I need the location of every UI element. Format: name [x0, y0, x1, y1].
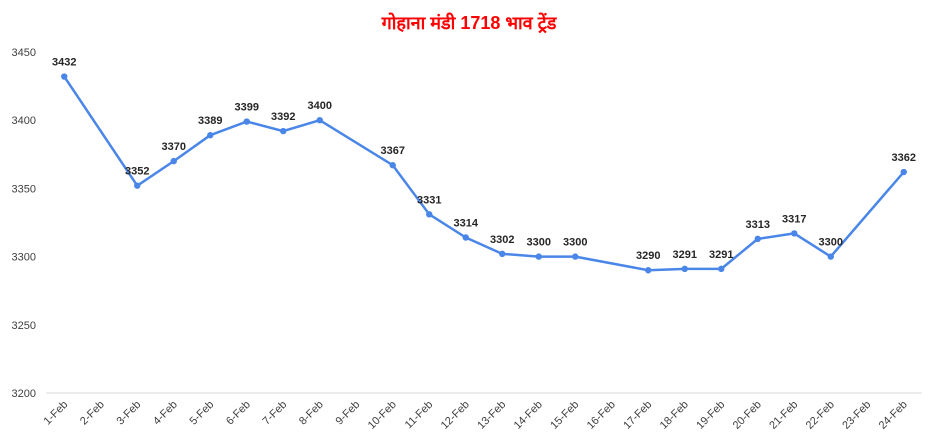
data-point — [61, 73, 68, 80]
data-point — [645, 267, 652, 274]
line-segment — [209, 120, 248, 137]
x-tick-label: 23-Feb — [840, 399, 873, 432]
data-label: 3331 — [417, 194, 441, 206]
line-segment — [829, 170, 905, 258]
data-label: 3291 — [709, 249, 733, 261]
data-point — [426, 211, 433, 218]
data-point — [718, 265, 725, 273]
x-tick-label: 13-Feb — [475, 399, 508, 432]
data-point — [535, 253, 542, 260]
x-tick-label: 5-Feb — [188, 399, 217, 428]
x-tick-label: 14-Feb — [512, 399, 545, 432]
x-tick-label: 9-Feb — [334, 399, 363, 428]
data-label: 3392 — [271, 111, 295, 123]
x-tick-label: 24-Feb — [877, 399, 910, 432]
data-label: 3317 — [782, 213, 806, 225]
data-point — [207, 132, 214, 139]
data-point — [754, 235, 761, 243]
line-segment — [647, 267, 686, 272]
x-tick-label: 11-Feb — [403, 399, 436, 432]
x-tick-label: 21-Feb — [767, 399, 800, 432]
data-label: 3352 — [125, 166, 149, 178]
x-tick-label: 2-Feb — [78, 399, 107, 428]
data-label: 3290 — [636, 250, 660, 262]
data-point — [170, 157, 177, 165]
data-point — [900, 168, 907, 176]
x-tick-label: 6-Feb — [224, 399, 253, 428]
y-tick-label: 3450 — [12, 47, 36, 59]
x-tick-label: 19-Feb — [694, 399, 727, 432]
data-label: 3389 — [198, 115, 222, 127]
data-label: 3399 — [235, 102, 259, 114]
y-tick-label: 3200 — [12, 388, 36, 400]
x-tick-label: 20-Feb — [731, 399, 764, 432]
data-label: 3370 — [162, 141, 186, 153]
data-point — [827, 253, 834, 260]
line-segment — [136, 159, 175, 187]
data-label: 3314 — [454, 218, 479, 230]
chart-title: गोहाना मंडी 1718 भाव ट्रेंड — [381, 12, 558, 34]
x-tick-label: 16-Feb — [585, 399, 618, 432]
data-point — [572, 253, 579, 260]
data-label: 3291 — [673, 249, 697, 261]
data-label: 3367 — [381, 145, 405, 157]
line-segment — [318, 118, 394, 167]
data-label: 3400 — [308, 100, 332, 112]
data-point — [134, 182, 141, 189]
line-segment — [501, 252, 540, 258]
x-tick-label: 18-Feb — [658, 399, 691, 432]
data-point — [681, 265, 688, 273]
line-segment — [282, 118, 321, 133]
data-label: 3313 — [746, 219, 770, 231]
data-label: 3300 — [527, 237, 551, 249]
line-segment — [574, 255, 650, 272]
x-tick-label: 15-Feb — [548, 399, 581, 432]
x-tick-label: 7-Feb — [261, 399, 290, 428]
data-point — [389, 162, 396, 169]
x-tick-label: 8-Feb — [297, 399, 326, 428]
y-tick-label: 3300 — [12, 252, 36, 264]
x-tick-label: 3-Feb — [115, 399, 144, 428]
line-segment — [245, 120, 285, 133]
data-point — [316, 117, 323, 124]
y-tick-label: 3350 — [12, 183, 36, 195]
line-segment — [172, 133, 212, 163]
data-point — [791, 230, 798, 237]
y-tick-label: 3250 — [12, 320, 36, 332]
line-segment — [793, 232, 832, 258]
data-label: 3302 — [490, 234, 514, 246]
data-label: 3300 — [819, 237, 843, 249]
x-tick-label: 4-Feb — [151, 399, 180, 428]
data-point — [462, 234, 469, 241]
line-segment — [756, 232, 796, 241]
data-label: 3300 — [563, 237, 587, 249]
data-point — [499, 250, 506, 258]
data-point — [280, 127, 287, 135]
data-point — [243, 118, 250, 125]
line-segment — [720, 237, 759, 271]
data-label: 3432 — [52, 57, 76, 69]
line-segment — [391, 163, 431, 216]
x-tick-label: 12-Feb — [439, 399, 472, 432]
x-tick-label: 10-Feb — [366, 399, 399, 432]
x-tick-label: 22-Feb — [804, 399, 837, 432]
line-segment — [464, 236, 504, 256]
x-tick-label: 1-Feb — [42, 399, 71, 428]
line-segment — [428, 213, 467, 239]
y-tick-label: 3400 — [12, 115, 36, 127]
line-segment — [63, 75, 139, 187]
data-label: 3362 — [892, 152, 916, 164]
x-tick-label: 17-Feb — [621, 399, 654, 432]
